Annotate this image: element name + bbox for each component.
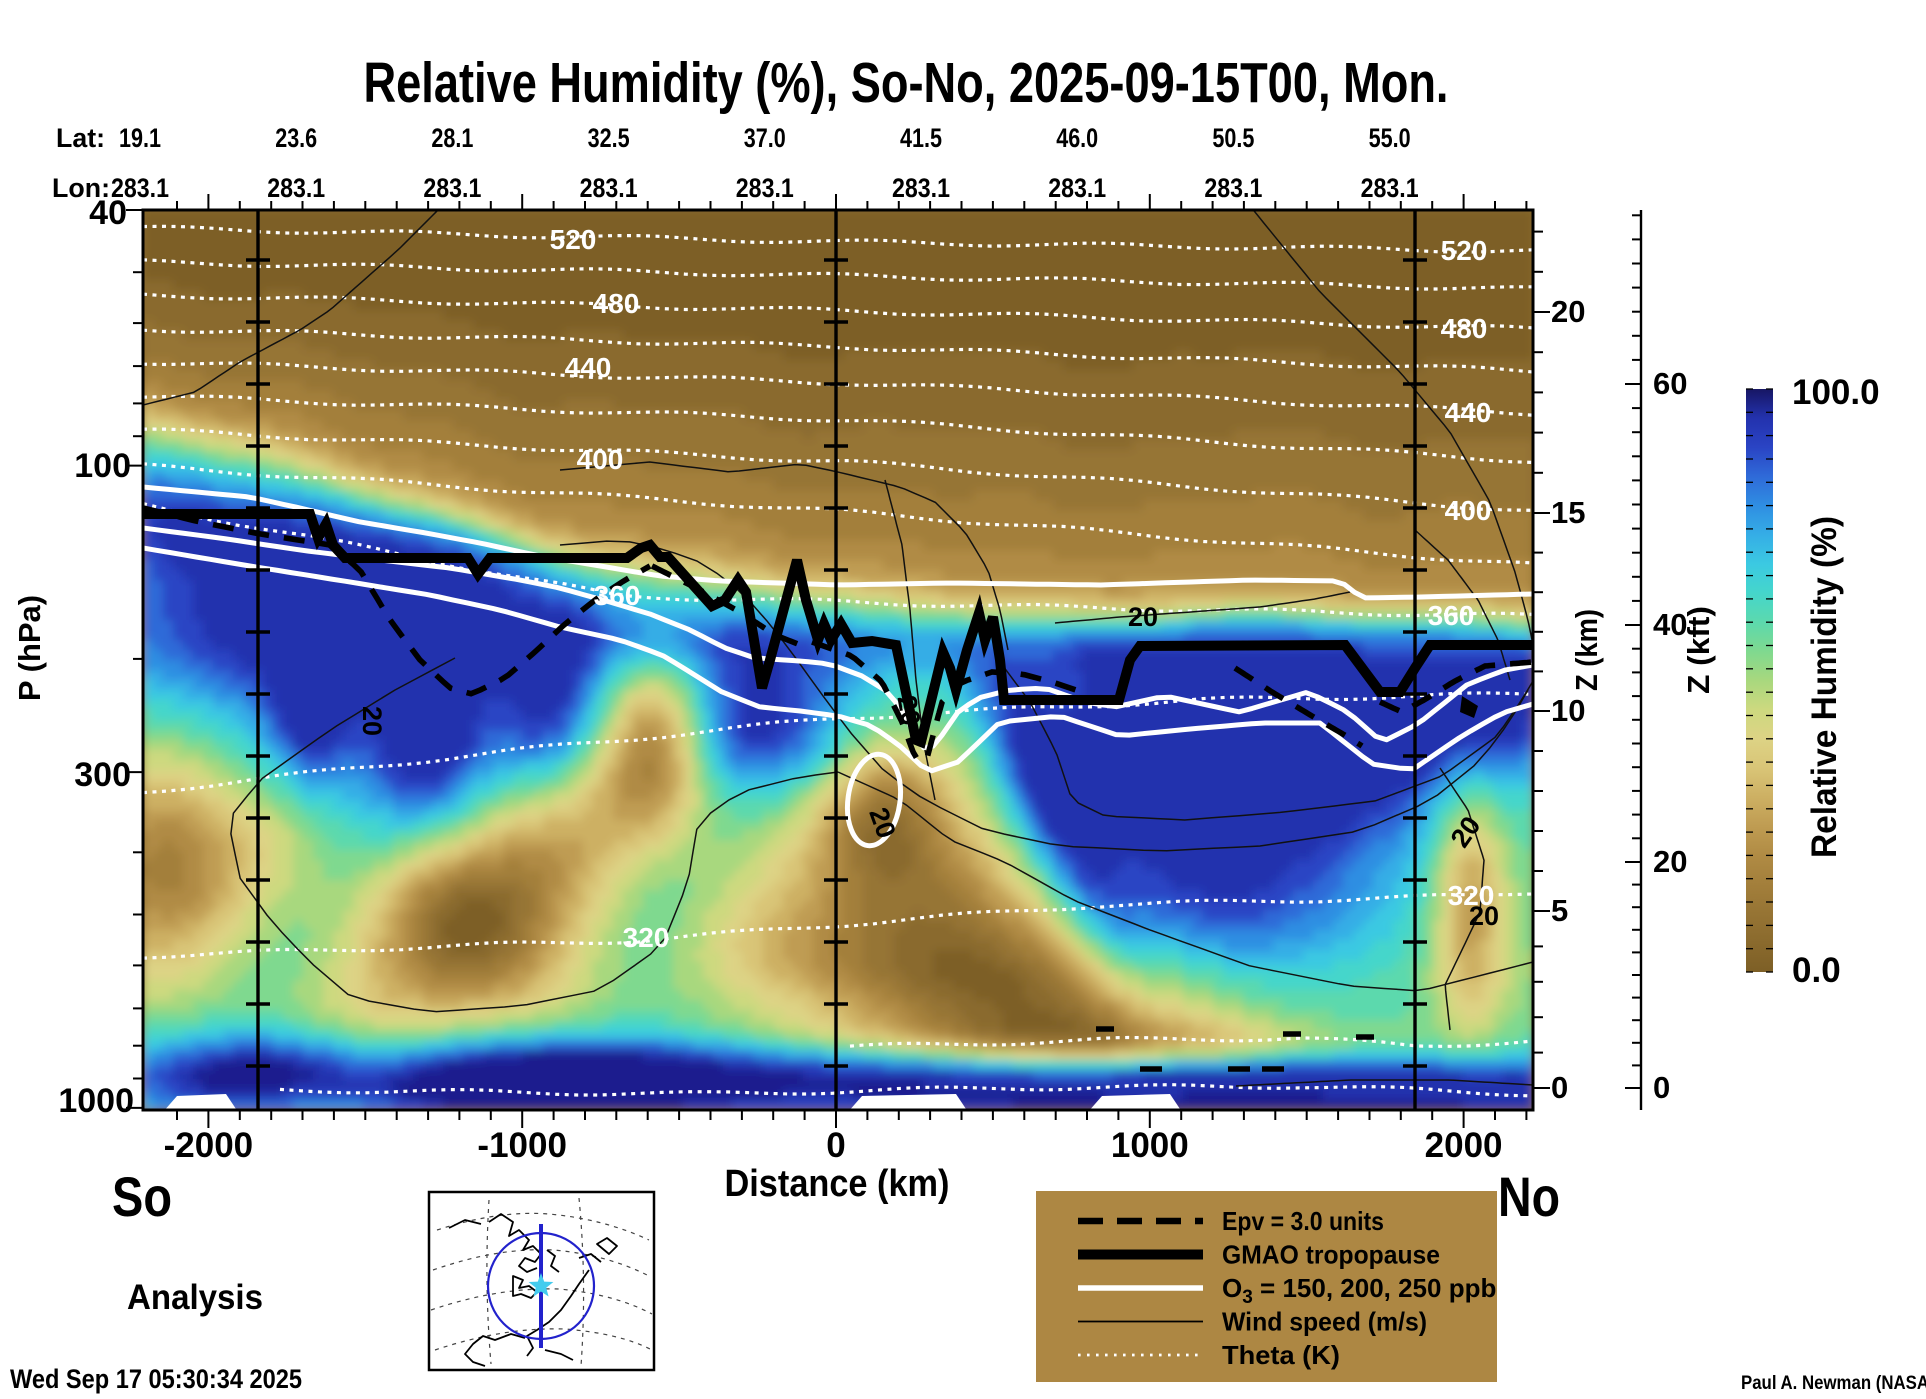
svg-text:283.1: 283.1 bbox=[1048, 173, 1106, 203]
svg-text:20: 20 bbox=[1653, 844, 1687, 879]
svg-text:GMAO tropopause: GMAO tropopause bbox=[1222, 1240, 1440, 1270]
svg-text:0.0: 0.0 bbox=[1792, 951, 1841, 990]
svg-text:Relative Humidity (%): Relative Humidity (%) bbox=[1805, 516, 1844, 858]
svg-text:Paul A. Newman (NASA: Paul A. Newman (NASA bbox=[1741, 1373, 1926, 1394]
svg-text:55.0: 55.0 bbox=[1369, 123, 1411, 153]
svg-text:440: 440 bbox=[565, 352, 612, 383]
svg-text:100.0: 100.0 bbox=[1792, 373, 1880, 412]
svg-text:440: 440 bbox=[1445, 397, 1492, 428]
svg-text:Wind speed (m/s): Wind speed (m/s) bbox=[1222, 1307, 1427, 1337]
svg-text:0: 0 bbox=[1653, 1070, 1670, 1105]
svg-text:40: 40 bbox=[1653, 607, 1687, 642]
svg-text:283.1: 283.1 bbox=[736, 173, 794, 203]
svg-text:20: 20 bbox=[357, 706, 387, 736]
svg-text:No: No bbox=[1498, 1165, 1560, 1228]
svg-text:Analysis: Analysis bbox=[127, 1278, 263, 1317]
svg-text:1000: 1000 bbox=[58, 1082, 134, 1120]
svg-text:5: 5 bbox=[1551, 893, 1568, 928]
svg-text:283.1: 283.1 bbox=[580, 173, 638, 203]
svg-text:360: 360 bbox=[1428, 600, 1475, 631]
svg-text:320: 320 bbox=[1448, 880, 1495, 911]
svg-text:20: 20 bbox=[1469, 901, 1499, 931]
svg-text:50.5: 50.5 bbox=[1212, 123, 1254, 153]
svg-text:283.1: 283.1 bbox=[1204, 173, 1262, 203]
svg-text:400: 400 bbox=[577, 444, 624, 475]
svg-text:1000: 1000 bbox=[1111, 1126, 1189, 1165]
svg-text:283.1: 283.1 bbox=[267, 173, 325, 203]
svg-text:-1000: -1000 bbox=[477, 1126, 567, 1165]
svg-text:20: 20 bbox=[1128, 602, 1158, 632]
svg-text:Theta (K): Theta (K) bbox=[1222, 1340, 1340, 1370]
svg-text:Relative Humidity (%), So-No,: Relative Humidity (%), So-No, 2025-09-15… bbox=[364, 51, 1449, 115]
svg-text:32.5: 32.5 bbox=[588, 123, 630, 153]
svg-text:480: 480 bbox=[593, 288, 640, 319]
svg-text:Z (kft): Z (kft) bbox=[1681, 606, 1716, 694]
svg-text:20: 20 bbox=[891, 693, 926, 728]
svg-text:O3 = 150, 200, 250 ppb: O3 = 150, 200, 250 ppb bbox=[1222, 1273, 1496, 1308]
svg-text:480: 480 bbox=[1441, 313, 1488, 344]
svg-text:28.1: 28.1 bbox=[431, 123, 473, 153]
svg-text:300: 300 bbox=[74, 756, 131, 794]
svg-text:37.0: 37.0 bbox=[744, 123, 786, 153]
svg-text:20: 20 bbox=[1551, 294, 1585, 329]
svg-text:283.1: 283.1 bbox=[111, 173, 169, 203]
svg-text:P (hPa): P (hPa) bbox=[12, 595, 47, 701]
svg-text:0: 0 bbox=[1551, 1070, 1568, 1105]
svg-text:320: 320 bbox=[623, 922, 670, 953]
svg-text:283.1: 283.1 bbox=[423, 173, 481, 203]
svg-text:100: 100 bbox=[74, 447, 131, 485]
svg-text:46.0: 46.0 bbox=[1056, 123, 1098, 153]
svg-text:360: 360 bbox=[594, 580, 641, 611]
svg-text:10: 10 bbox=[1551, 693, 1585, 728]
svg-text:60: 60 bbox=[1653, 366, 1687, 401]
svg-text:Distance (km): Distance (km) bbox=[725, 1163, 950, 1205]
svg-text:23.6: 23.6 bbox=[275, 123, 317, 153]
svg-text:19.1: 19.1 bbox=[119, 123, 161, 153]
svg-text:40: 40 bbox=[89, 194, 127, 232]
svg-text:Lat:: Lat: bbox=[56, 123, 105, 153]
svg-text:2000: 2000 bbox=[1425, 1126, 1503, 1165]
svg-text:So: So bbox=[112, 1165, 172, 1228]
svg-text:41.5: 41.5 bbox=[900, 123, 942, 153]
svg-text:520: 520 bbox=[1441, 235, 1488, 266]
svg-text:283.1: 283.1 bbox=[1361, 173, 1419, 203]
svg-text:Epv = 3.0 units: Epv = 3.0 units bbox=[1222, 1206, 1384, 1236]
svg-text:400: 400 bbox=[1445, 495, 1492, 526]
svg-text:Wed Sep 17 05:30:34 2025: Wed Sep 17 05:30:34 2025 bbox=[10, 1364, 302, 1394]
svg-text:283.1: 283.1 bbox=[892, 173, 950, 203]
svg-text:Z (km): Z (km) bbox=[1569, 609, 1604, 691]
svg-text:Lon:: Lon: bbox=[52, 173, 110, 203]
svg-text:0: 0 bbox=[826, 1126, 845, 1165]
svg-text:520: 520 bbox=[550, 224, 597, 255]
svg-text:15: 15 bbox=[1551, 495, 1585, 530]
svg-text:-2000: -2000 bbox=[164, 1126, 254, 1165]
